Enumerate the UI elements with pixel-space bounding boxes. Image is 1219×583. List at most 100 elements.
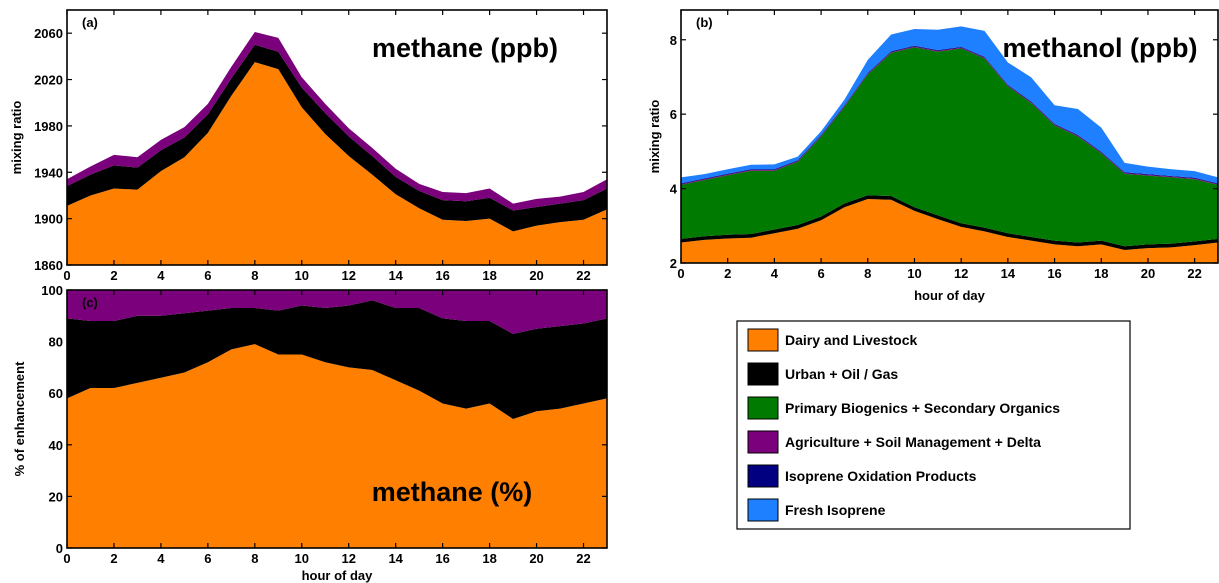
x-tick-label: 12: [342, 551, 356, 566]
plot-frame-b: [680, 9, 1219, 264]
legend-label-urban: Urban + Oil / Gas: [785, 366, 898, 382]
x-tick-label: 16: [435, 268, 449, 283]
area-b-urban: [681, 195, 1218, 250]
legend-swatch-urban: [747, 362, 779, 386]
y-tick-label: 20: [49, 489, 63, 504]
legend-label-biogenic: Primary Biogenics + Secondary Organics: [785, 400, 1060, 416]
chart-title-b: methanol (ppb): [1003, 33, 1198, 63]
y-tick-label: 1900: [34, 212, 63, 227]
legend-item-dairy: Dairy and Livestock: [747, 328, 917, 352]
x-tick-label: 16: [1047, 266, 1061, 281]
x-tick-label: 20: [529, 551, 543, 566]
x-tick-label: 18: [482, 551, 496, 566]
y-tick-label: 2020: [34, 73, 63, 88]
legend-label-agri: Agriculture + Soil Management + Delta: [785, 434, 1041, 450]
x-tick-label: 22: [576, 551, 590, 566]
legend-swatch-agri: [747, 430, 779, 454]
area-c-agri: [67, 290, 607, 334]
area-a-agri: [67, 32, 607, 211]
x-tick-label: 2: [110, 551, 117, 566]
y-axis-label-a: mixing ratio: [9, 101, 24, 175]
x-tick-label: 8: [864, 266, 871, 281]
y-axis-label-b: mixing ratio: [647, 100, 662, 174]
area-c-dairy: [67, 344, 607, 548]
x-tick-label: 0: [63, 551, 70, 566]
x-tick-label: 10: [907, 266, 921, 281]
y-tick-label: 100: [41, 283, 63, 298]
x-tick-label: 22: [576, 268, 590, 283]
y-tick-label: 8: [670, 33, 677, 48]
y-tick-label: 4: [670, 182, 678, 197]
y-tick-label: 40: [49, 438, 63, 453]
x-tick-label: 8: [251, 551, 258, 566]
chart-title-a: methane (ppb): [372, 33, 558, 63]
x-tick-label: 2: [724, 266, 731, 281]
plot-area-b: [681, 26, 1218, 263]
x-tick-label: 10: [295, 551, 309, 566]
panel-a-methane-ppb: 0 2 4 6 8 10 12 14 16 18 20 22 1860 1900 1940 1980 2020 2…: [9, 9, 608, 283]
panel-label-a: (a): [82, 15, 98, 30]
plot-area-a: [67, 32, 607, 265]
area-b-biogenic: [681, 47, 1218, 247]
y-tick-label: 2: [670, 256, 677, 271]
y-tick-label: 1980: [34, 119, 63, 134]
y-tick-label: 2060: [34, 26, 63, 41]
x-tick-label: 10: [295, 268, 309, 283]
x-tick-label: 14: [388, 551, 403, 566]
legend-swatch-fresh_isoprene: [747, 498, 779, 522]
x-tick-label: 0: [677, 266, 684, 281]
legend-item-agri: Agriculture + Soil Management + Delta: [747, 430, 1041, 454]
legend-swatch-isoprene_ox: [747, 464, 779, 488]
x-tick-label: 6: [817, 266, 824, 281]
legend-item-fresh_isoprene: Fresh Isoprene: [747, 498, 886, 522]
y-tick-label: 60: [49, 386, 63, 401]
y-tick-label: 80: [49, 335, 63, 350]
x-tick-label: 20: [1141, 266, 1155, 281]
x-tick-label: 4: [157, 551, 165, 566]
x-tick-label: 0: [63, 268, 70, 283]
plot-frame-a: [66, 9, 608, 266]
legend-box: [736, 320, 1131, 530]
x-tick-label: 4: [771, 266, 779, 281]
area-b-dairy: [681, 199, 1218, 263]
x-tick-label: 16: [435, 551, 449, 566]
x-tick-label: 12: [342, 268, 356, 283]
legend-label-isoprene_ox: Isoprene Oxidation Products: [785, 468, 977, 484]
legend-item-isoprene_ox: Isoprene Oxidation Products: [747, 464, 977, 488]
panel-label-b: (b): [696, 15, 713, 30]
legend-label-fresh_isoprene: Fresh Isoprene: [785, 502, 886, 518]
legend-item-urban: Urban + Oil / Gas: [747, 362, 898, 386]
x-tick-label: 4: [157, 268, 165, 283]
area-a-urban: [67, 44, 607, 232]
panel-c-methane-percent: 0 2 4 6 8 10 12 14 16 18 20 22 0 20 40 60 80 100 (c) methan…: [12, 283, 608, 583]
panel-label-c: (c): [82, 295, 98, 310]
plot-frame-c: [66, 289, 608, 549]
x-tick-label: 18: [1094, 266, 1108, 281]
x-tick-label: 14: [1001, 266, 1016, 281]
x-tick-label: 18: [482, 268, 496, 283]
area-c-urban: [67, 300, 607, 419]
plot-area-c: [67, 290, 607, 548]
y-tick-label: 6: [670, 107, 677, 122]
x-tick-label: 2: [110, 268, 117, 283]
legend-swatch-dairy: [747, 328, 779, 352]
chart-title-c: methane (%): [372, 477, 533, 507]
area-a-dairy: [67, 62, 607, 265]
legend: Dairy and Livestock Urban + Oil / Gas Prim…: [736, 320, 1131, 530]
legend-item-biogenic: Primary Biogenics + Secondary Organics: [747, 396, 1060, 420]
y-tick-label: 1860: [34, 258, 63, 273]
x-tick-label: 12: [954, 266, 968, 281]
x-tick-label: 6: [204, 268, 211, 283]
x-tick-label: 8: [251, 268, 258, 283]
legend-swatch-biogenic: [747, 396, 779, 420]
legend-label-dairy: Dairy and Livestock: [785, 332, 917, 348]
x-tick-label: 20: [529, 268, 543, 283]
y-tick-label: 1940: [34, 165, 63, 180]
y-tick-label: 0: [56, 541, 63, 556]
x-axis-label-c: hour of day: [302, 568, 374, 583]
x-tick-label: 6: [204, 551, 211, 566]
x-tick-label: 22: [1187, 266, 1201, 281]
y-axis-label-c: % of enhancement: [12, 361, 27, 477]
